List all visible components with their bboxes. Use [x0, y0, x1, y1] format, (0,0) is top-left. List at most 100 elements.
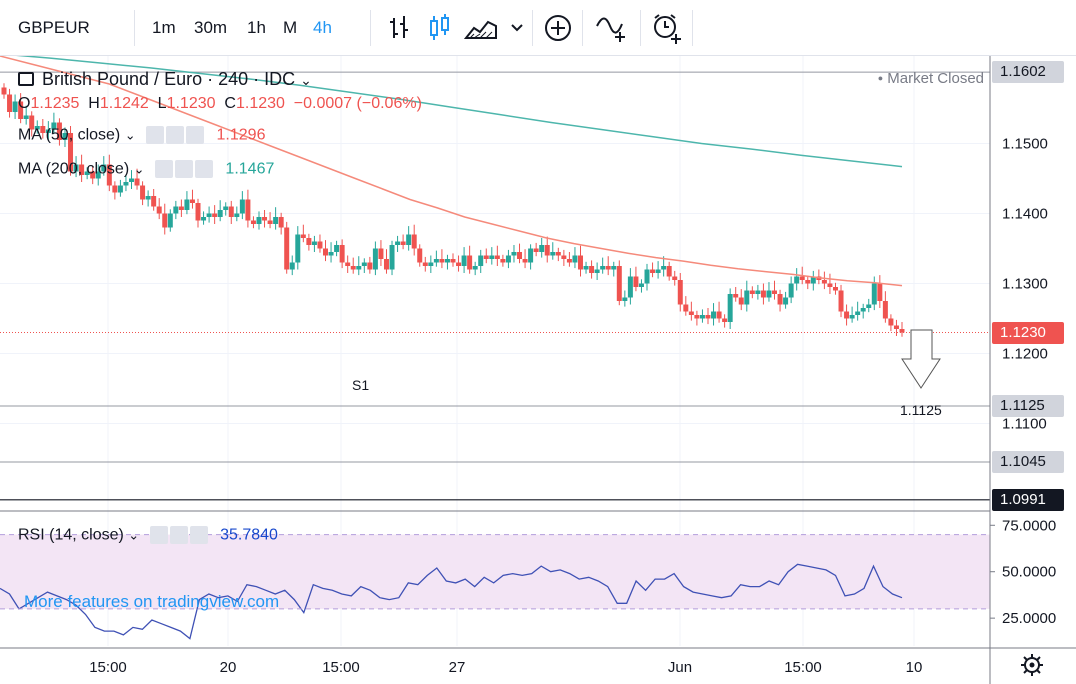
- candle-body: [899, 329, 905, 333]
- candle-body: [494, 255, 500, 259]
- chart-canvas[interactable]: S1 1.1125 15:00 20 15:00 27 Jun 15:00 10 1.150…: [0, 56, 1076, 684]
- candle-body: [34, 126, 40, 130]
- ma200-line: [16, 56, 903, 168]
- watermark-link[interactable]: More features on tradingview.com: [24, 592, 280, 611]
- candle-body: [56, 122, 62, 140]
- x-axis-labels: 15:00 20 15:00 27 Jun 15:00 10: [89, 659, 922, 676]
- symbol-description: British Pound / Euro · 240 · IDC: [42, 69, 296, 89]
- rsi-label: RSI (14, close): [18, 526, 124, 544]
- rsi-band: [0, 534, 990, 609]
- candle-body: [871, 283, 877, 305]
- bar-style-icon[interactable]: [386, 12, 414, 44]
- ma50-value: 1.1296: [216, 126, 266, 144]
- candle-body: [827, 283, 833, 287]
- y-tick-label: 1.1500: [1002, 136, 1048, 153]
- market-status-text: Market Closed: [887, 70, 984, 87]
- alert-icon[interactable]: [650, 12, 684, 44]
- interval-1h[interactable]: 1h: [247, 18, 266, 37]
- status-dot-icon: ●: [877, 73, 884, 83]
- interval-1m[interactable]: 1m: [152, 18, 176, 37]
- chevron-down-icon[interactable]: ⌄: [300, 72, 312, 88]
- candle-body: [156, 206, 162, 214]
- candle-body: [705, 315, 711, 319]
- candle-body: [533, 248, 539, 252]
- candle-body: [62, 133, 68, 140]
- candle-body: [128, 178, 134, 182]
- interval-month[interactable]: M: [283, 18, 298, 37]
- x-tick-label: 15:00: [322, 659, 360, 676]
- close-icon[interactable]: [189, 526, 208, 544]
- gear-icon[interactable]: [169, 526, 188, 544]
- candle-body: [627, 276, 633, 298]
- chevron-down-icon[interactable]: ⌄: [128, 527, 140, 543]
- area-style-icon[interactable]: [464, 12, 498, 44]
- toolbar-separator: [692, 10, 693, 46]
- candle-body: [783, 297, 789, 305]
- candle-body: [95, 171, 101, 179]
- candle-body: [572, 255, 578, 263]
- price-label: 1.0991: [992, 488, 1064, 511]
- add-compare-icon[interactable]: [542, 12, 574, 44]
- indicators-icon[interactable]: [594, 12, 630, 44]
- candle-body: [356, 266, 362, 270]
- candle-body: [433, 259, 439, 263]
- open-value: 1.1235: [30, 95, 80, 112]
- ma50-label: MA (50, close): [18, 126, 121, 144]
- price-label: 1.1602: [992, 61, 1064, 84]
- candle-body: [760, 290, 766, 298]
- chart-title[interactable]: British Pound / Euro · 240 · IDC ⌄: [18, 69, 312, 90]
- close-icon[interactable]: [194, 160, 213, 178]
- interval-30m[interactable]: 30m: [194, 18, 228, 37]
- candle-body: [367, 262, 373, 270]
- candle-body: [749, 290, 755, 294]
- chevron-down-icon[interactable]: ⌄: [124, 127, 136, 143]
- rsi-legend[interactable]: RSI (14, close) ⌄ 35.7840: [18, 526, 278, 544]
- candle-body: [267, 220, 273, 224]
- candle-body: [73, 164, 79, 172]
- chevron-down-icon[interactable]: ⌄: [133, 161, 145, 177]
- chevron-down-icon[interactable]: [508, 12, 526, 44]
- close-icon[interactable]: [186, 126, 205, 144]
- high-value: 1.1242: [99, 95, 149, 112]
- y-tick-label: 1.1200: [1002, 346, 1048, 363]
- candle-body: [694, 315, 700, 319]
- candle-body: [677, 280, 683, 305]
- candle-body: [688, 311, 694, 315]
- gear-icon[interactable]: [174, 160, 193, 178]
- candle-body: [644, 269, 650, 284]
- candle-body: [245, 199, 251, 221]
- market-status: ● Market Closed: [878, 70, 984, 87]
- candle-body: [106, 164, 112, 186]
- candle-body: [522, 259, 528, 263]
- candle-body: [84, 171, 90, 175]
- candle-body: [167, 213, 173, 228]
- gear-icon[interactable]: [166, 126, 185, 144]
- symbol-search[interactable]: GBPEUR: [18, 18, 90, 37]
- price-label: 1.1045: [992, 451, 1064, 473]
- candle-body: [633, 276, 639, 287]
- candle-body: [145, 196, 151, 200]
- candle-body: [23, 115, 29, 119]
- eye-icon[interactable]: [146, 126, 165, 144]
- candle-style-icon[interactable]: [426, 12, 454, 44]
- x-tick-label: 15:00: [784, 659, 822, 676]
- eye-icon[interactable]: [154, 160, 173, 178]
- settings-gear-icon[interactable]: [1021, 654, 1043, 676]
- interval-4h[interactable]: 4h: [313, 18, 332, 37]
- ma50-legend[interactable]: MA (50, close) ⌄ 1.1296: [18, 126, 265, 144]
- candle-body: [134, 178, 140, 186]
- candle-body: [539, 245, 545, 252]
- collapse-legend-icon[interactable]: [18, 72, 34, 86]
- candle-body: [90, 171, 96, 179]
- candle-body: [733, 294, 739, 298]
- candle-body: [888, 318, 894, 326]
- candle-body: [777, 294, 783, 305]
- candle-body: [162, 213, 168, 228]
- candle-body: [467, 255, 473, 270]
- rsi-tick-label: 25.0000: [1002, 610, 1056, 627]
- candle-body: [400, 241, 406, 245]
- ma200-legend[interactable]: MA (200, close) ⌄ 1.1467: [18, 160, 274, 178]
- candle-body: [810, 276, 816, 284]
- candle-body: [234, 213, 240, 217]
- eye-icon[interactable]: [149, 526, 168, 544]
